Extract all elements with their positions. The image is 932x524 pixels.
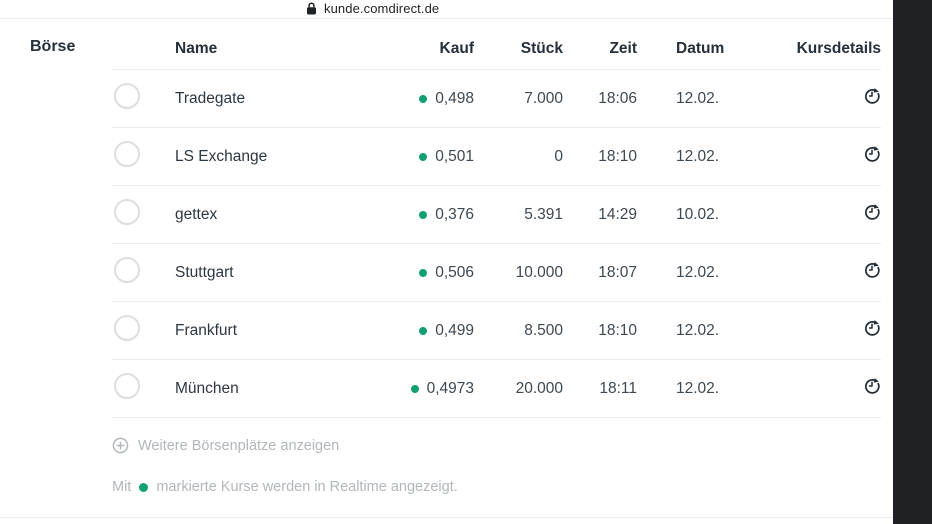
kauf-value: 0,501 (435, 147, 474, 165)
zeit-value: 18:06 (598, 89, 637, 107)
stueck-value: 7.000 (524, 89, 563, 107)
refresh-quote-icon[interactable] (863, 203, 881, 221)
header-datum: Datum (676, 39, 725, 57)
plus-circle-icon (112, 437, 129, 454)
header-kauf: Kauf (439, 39, 474, 57)
header-zeit: Zeit (609, 39, 637, 57)
datum-value: 12.02. (676, 89, 720, 107)
datum-value: 12.02. (676, 147, 720, 165)
exchange-radio[interactable] (114, 141, 140, 167)
zeit-value: 14:29 (598, 205, 637, 223)
url-text: kunde.comdirect.de (324, 1, 440, 16)
table-row: München 0,4973 20.000 18:11 12.02. (112, 360, 881, 418)
table-row: Stuttgart 0,506 10.000 18:07 12.02. (112, 244, 881, 302)
kauf-value: 0,498 (435, 89, 474, 107)
exchange-name: München (175, 379, 239, 397)
realtime-dot-icon (139, 482, 149, 492)
datum-value: 10.02. (676, 205, 720, 223)
datum-value: 12.02. (676, 321, 720, 339)
realtime-note-prefix: Mit (112, 479, 132, 495)
exchange-table: Name Kauf Stück Zeit Datum Kursdetails T… (112, 28, 881, 418)
header-name: Name (175, 39, 218, 57)
realtime-dot-icon (419, 94, 428, 103)
table-row: Tradegate 0,498 7.000 18:06 12.02. (112, 70, 881, 128)
right-letterbox (893, 0, 932, 524)
kauf-value: 0,4973 (426, 379, 474, 397)
exchange-radio[interactable] (114, 257, 140, 283)
stueck-value: 20.000 (515, 379, 563, 397)
table-header-row: Name Kauf Stück Zeit Datum Kursdetails (112, 28, 881, 70)
refresh-quote-icon[interactable] (863, 87, 881, 105)
exchange-name: Stuttgart (175, 263, 234, 281)
refresh-quote-icon[interactable] (863, 319, 881, 337)
table-row: LS Exchange 0,501 0 18:10 12.02. (112, 128, 881, 186)
exchange-radio[interactable] (114, 199, 140, 225)
kauf-value: 0,376 (435, 205, 474, 223)
zeit-value: 18:11 (599, 379, 637, 397)
realtime-dot-icon (419, 268, 428, 277)
datum-value: 12.02. (676, 379, 720, 397)
show-more-exchanges-link[interactable]: Weitere Börsenplätze anzeigen (112, 437, 339, 454)
realtime-dot-icon (410, 384, 419, 393)
exchange-name: Frankfurt (175, 321, 238, 339)
stueck-value: 8.500 (524, 321, 563, 339)
zeit-value: 18:10 (598, 147, 637, 165)
stueck-value: 0 (554, 147, 563, 165)
exchange-radio[interactable] (114, 315, 140, 341)
exchange-radio[interactable] (114, 83, 140, 109)
footer-divider (0, 517, 893, 518)
realtime-dot-icon (419, 210, 428, 219)
realtime-dot-icon (419, 326, 428, 335)
realtime-dot-icon (419, 152, 428, 161)
kauf-value: 0,506 (435, 263, 474, 281)
url-group[interactable]: kunde.comdirect.de (306, 1, 439, 16)
exchange-radio[interactable] (114, 373, 140, 399)
exchange-name: gettex (175, 205, 218, 223)
realtime-note: Mit markierte Kurse werden in Realtime a… (112, 479, 458, 495)
show-more-exchanges-label: Weitere Börsenplätze anzeigen (138, 437, 340, 454)
kauf-value: 0,499 (435, 321, 474, 339)
table-body: Tradegate 0,498 7.000 18:06 12.02. LS Ex… (112, 70, 881, 418)
header-stueck: Stück (520, 39, 563, 57)
refresh-quote-icon[interactable] (863, 261, 881, 279)
zeit-value: 18:07 (598, 263, 637, 281)
zeit-value: 18:10 (598, 321, 637, 339)
refresh-quote-icon[interactable] (863, 145, 881, 163)
table-row: gettex 0,376 5.391 14:29 10.02. (112, 186, 881, 244)
stueck-value: 5.391 (524, 205, 563, 223)
stueck-value: 10.000 (515, 263, 563, 281)
exchange-name: Tradegate (175, 89, 246, 107)
lock-icon (307, 2, 316, 15)
datum-value: 12.02. (676, 263, 720, 281)
table-row: Frankfurt 0,499 8.500 18:10 12.02. (112, 302, 881, 360)
refresh-quote-icon[interactable] (863, 377, 881, 395)
realtime-note-suffix: markierte Kurse werden in Realtime angez… (156, 479, 458, 495)
exchange-name: LS Exchange (175, 147, 268, 165)
section-label-boerse: Börse (30, 38, 76, 55)
address-bar-divider (0, 18, 893, 19)
browser-address-bar[interactable]: kunde.comdirect.de (0, 0, 893, 18)
header-kursdetails: Kursdetails (796, 39, 881, 57)
